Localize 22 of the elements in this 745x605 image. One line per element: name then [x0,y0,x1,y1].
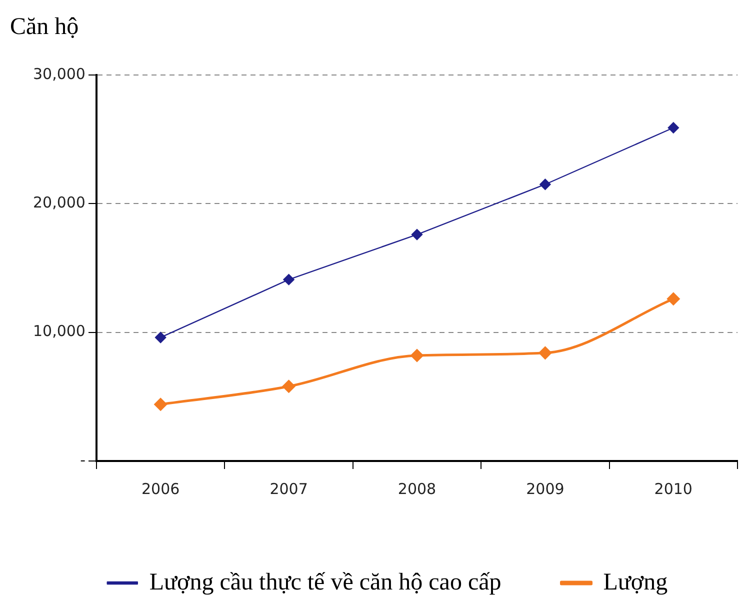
point [411,228,423,240]
point [667,292,680,306]
x-tick-label: 2008 [398,480,436,498]
legend-label: Lượng cầu thực tế về căn hộ cao cấp [149,569,502,596]
point [668,122,679,134]
y-tick-label: 20,000 [32,194,86,212]
y-tick-label: 30,000 [32,64,86,83]
point [540,178,551,190]
x-tick-label: 2007 [270,480,308,498]
point [282,380,296,393]
x-tick-label: 2010 [654,480,692,498]
y-axis-title: Căn hộ [10,14,79,41]
y-tick-label: - [80,450,86,469]
point [410,349,424,362]
point [154,398,167,411]
x-tick-label: 2009 [526,480,564,498]
y-tick-label: 10,000 [32,322,86,340]
point [154,332,166,344]
legend-label: Lượng [603,569,668,596]
point [538,346,552,360]
x-tick-label: 2006 [141,480,180,498]
point [283,274,294,286]
